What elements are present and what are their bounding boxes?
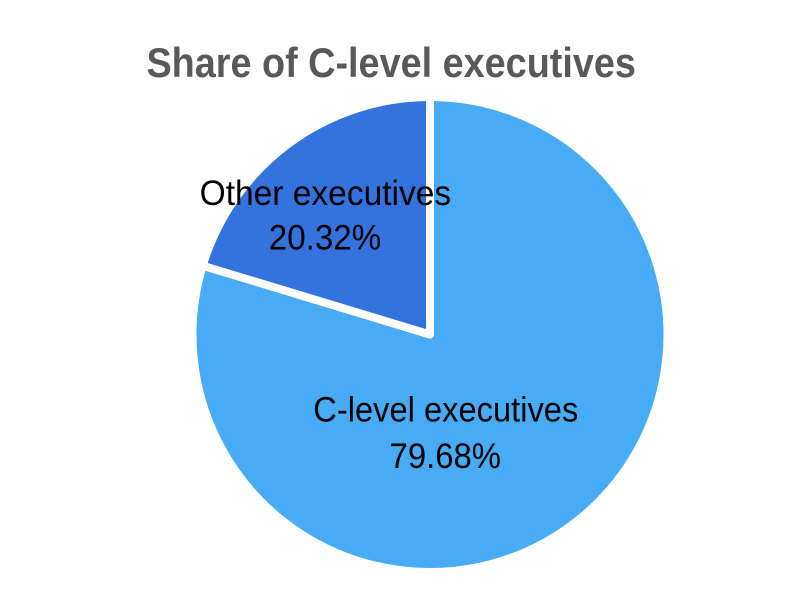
svg-text:Share of C-level executives: Share of C-level executives [146,39,636,86]
svg-text:20.32%: 20.32% [269,218,382,257]
svg-text:79.68%: 79.68% [390,437,502,476]
svg-text:C-level executives: C-level executives [313,391,578,430]
svg-text:Other executives: Other executives [200,174,452,213]
